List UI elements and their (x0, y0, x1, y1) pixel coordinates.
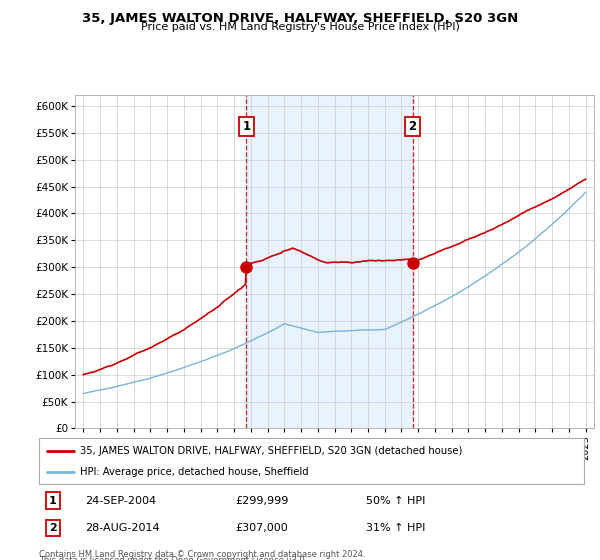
Text: 35, JAMES WALTON DRIVE, HALFWAY, SHEFFIELD, S20 3GN: 35, JAMES WALTON DRIVE, HALFWAY, SHEFFIE… (82, 12, 518, 25)
Text: Price paid vs. HM Land Registry's House Price Index (HPI): Price paid vs. HM Land Registry's House … (140, 22, 460, 32)
Text: 1: 1 (49, 496, 56, 506)
Text: 2: 2 (409, 120, 416, 133)
Text: £307,000: £307,000 (235, 524, 288, 533)
Text: This data is licensed under the Open Government Licence v3.0.: This data is licensed under the Open Gov… (39, 556, 307, 560)
FancyBboxPatch shape (39, 438, 584, 484)
Text: 24-SEP-2004: 24-SEP-2004 (85, 496, 157, 506)
Text: 31% ↑ HPI: 31% ↑ HPI (366, 524, 425, 533)
Text: 28-AUG-2014: 28-AUG-2014 (85, 524, 160, 533)
Text: HPI: Average price, detached house, Sheffield: HPI: Average price, detached house, Shef… (80, 468, 308, 478)
Bar (246, 95, 413, 428)
Text: 2: 2 (49, 524, 56, 533)
Text: 1: 1 (242, 120, 250, 133)
Text: £299,999: £299,999 (235, 496, 289, 506)
Text: 35, JAMES WALTON DRIVE, HALFWAY, SHEFFIELD, S20 3GN (detached house): 35, JAMES WALTON DRIVE, HALFWAY, SHEFFIE… (80, 446, 462, 456)
Text: Contains HM Land Registry data © Crown copyright and database right 2024.: Contains HM Land Registry data © Crown c… (39, 550, 365, 559)
Text: 50% ↑ HPI: 50% ↑ HPI (366, 496, 425, 506)
